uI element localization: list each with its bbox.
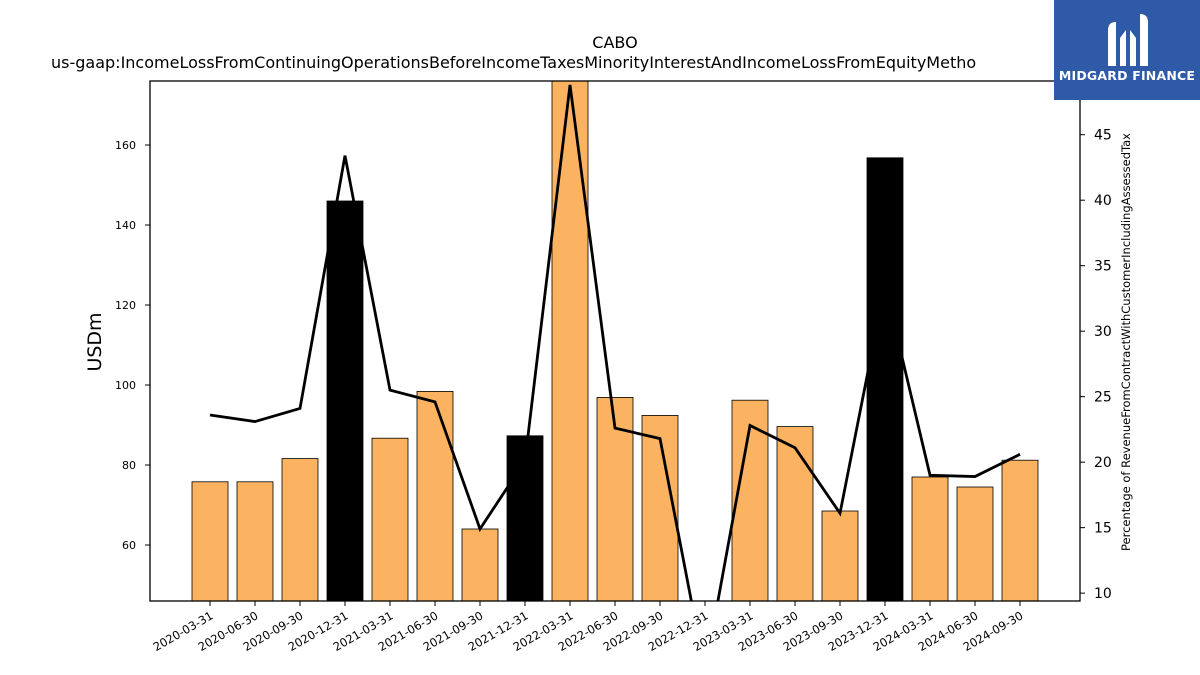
y-axis-label: USDm	[84, 312, 106, 371]
bar	[641, 414, 679, 601]
y2-tick-label: 15	[1094, 521, 1112, 537]
bar	[416, 390, 454, 601]
y-tick-label: 140	[115, 219, 136, 232]
midgard-logo-icon	[1108, 14, 1148, 66]
bar	[326, 200, 364, 601]
y-tick-label: 160	[115, 139, 136, 152]
chart-subtitle: us-gaap:IncomeLossFromContinuingOperatio…	[51, 53, 976, 72]
bar	[461, 528, 499, 601]
y2-tick-label: 40	[1094, 193, 1112, 209]
bar	[1001, 459, 1039, 601]
bar	[821, 510, 859, 601]
bar	[776, 426, 814, 601]
bar	[731, 399, 769, 601]
y2-tick-label: 20	[1094, 455, 1112, 471]
bar	[236, 481, 274, 601]
y2-tick-label: 30	[1094, 324, 1112, 340]
y2-tick-label: 25	[1094, 390, 1112, 406]
bar	[956, 486, 994, 601]
y2-axis-label: Percentage of RevenueFromContractWithCus…	[1119, 133, 1133, 551]
y2-tick-label: 35	[1094, 259, 1112, 275]
bar	[551, 81, 589, 601]
y-tick-label: 60	[122, 539, 136, 552]
midgard-finance-logo: MIDGARD FINANCE	[1054, 0, 1200, 100]
logo-text: MIDGARD FINANCE	[1058, 68, 1196, 83]
bar	[281, 458, 319, 601]
series-line	[209, 84, 1021, 601]
bar	[371, 437, 409, 601]
y-tick-label: 120	[115, 299, 136, 312]
y2-tick-label: 10	[1094, 586, 1112, 602]
y-tick-label: 100	[115, 379, 136, 392]
plot-marks	[191, 81, 1039, 601]
bar	[911, 476, 949, 601]
y-tick-label: 80	[122, 459, 136, 472]
bar	[191, 481, 229, 601]
chart-title: CABO	[592, 33, 637, 52]
y2-tick-label: 45	[1094, 128, 1112, 144]
plot-area: 608010012014016010152025303540452020-03-…	[115, 80, 1112, 654]
bar	[866, 157, 904, 601]
